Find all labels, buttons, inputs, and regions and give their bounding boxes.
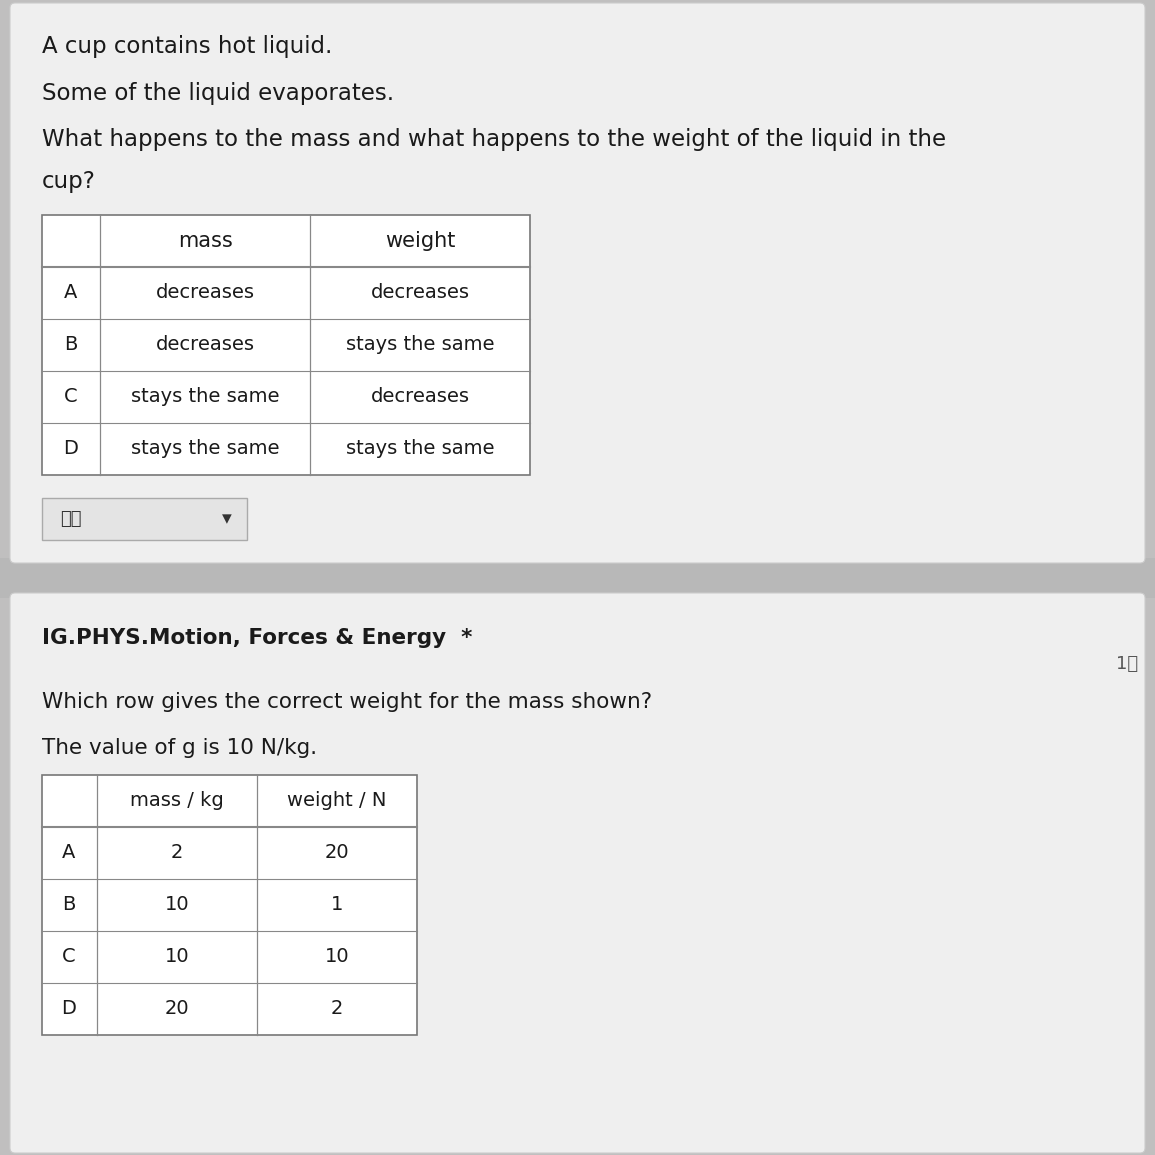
Text: weight / N: weight / N (288, 791, 387, 811)
Text: B: B (65, 335, 77, 355)
Text: D: D (61, 999, 76, 1019)
Text: C: C (62, 947, 76, 967)
Text: The value of g is 10 N/kg.: The value of g is 10 N/kg. (42, 738, 318, 758)
Text: IG.PHYS.Motion, Forces & Energy  *: IG.PHYS.Motion, Forces & Energy * (42, 628, 472, 648)
Text: mass / kg: mass / kg (131, 791, 224, 811)
Text: 10: 10 (325, 947, 349, 967)
Bar (42, 775, 417, 1035)
Text: 10: 10 (165, 947, 189, 967)
Text: A: A (65, 283, 77, 303)
Text: stays the same: stays the same (131, 440, 280, 459)
Text: 20: 20 (325, 843, 349, 863)
Text: A cup contains hot liquid.: A cup contains hot liquid. (42, 35, 333, 58)
Text: B: B (62, 895, 76, 915)
Text: 1分: 1分 (1116, 655, 1138, 673)
Text: What happens to the mass and what happens to the weight of the liquid in the: What happens to the mass and what happen… (42, 128, 946, 151)
Text: stays the same: stays the same (345, 335, 494, 355)
Text: decreases: decreases (156, 283, 254, 303)
Text: stays the same: stays the same (345, 440, 494, 459)
Text: 选择: 选择 (60, 511, 82, 528)
Text: Which row gives the correct weight for the mass shown?: Which row gives the correct weight for t… (42, 692, 653, 711)
Text: stays the same: stays the same (131, 387, 280, 407)
Text: decreases: decreases (371, 387, 469, 407)
Text: Some of the liquid evaporates.: Some of the liquid evaporates. (42, 82, 394, 105)
Bar (0, 558, 1155, 598)
Text: decreases: decreases (156, 335, 254, 355)
FancyBboxPatch shape (10, 3, 1145, 562)
Text: A: A (62, 843, 76, 863)
FancyBboxPatch shape (10, 593, 1145, 1153)
Text: ▾: ▾ (222, 509, 232, 529)
Text: 10: 10 (165, 895, 189, 915)
Bar (42, 498, 247, 541)
Text: 1: 1 (330, 895, 343, 915)
Text: 2: 2 (171, 843, 184, 863)
Text: weight: weight (385, 231, 455, 251)
Bar (42, 215, 530, 475)
Text: 20: 20 (165, 999, 189, 1019)
Text: decreases: decreases (371, 283, 469, 303)
Text: D: D (64, 440, 79, 459)
Text: cup?: cup? (42, 170, 96, 193)
Text: C: C (65, 387, 77, 407)
Text: mass: mass (178, 231, 232, 251)
Text: 2: 2 (330, 999, 343, 1019)
